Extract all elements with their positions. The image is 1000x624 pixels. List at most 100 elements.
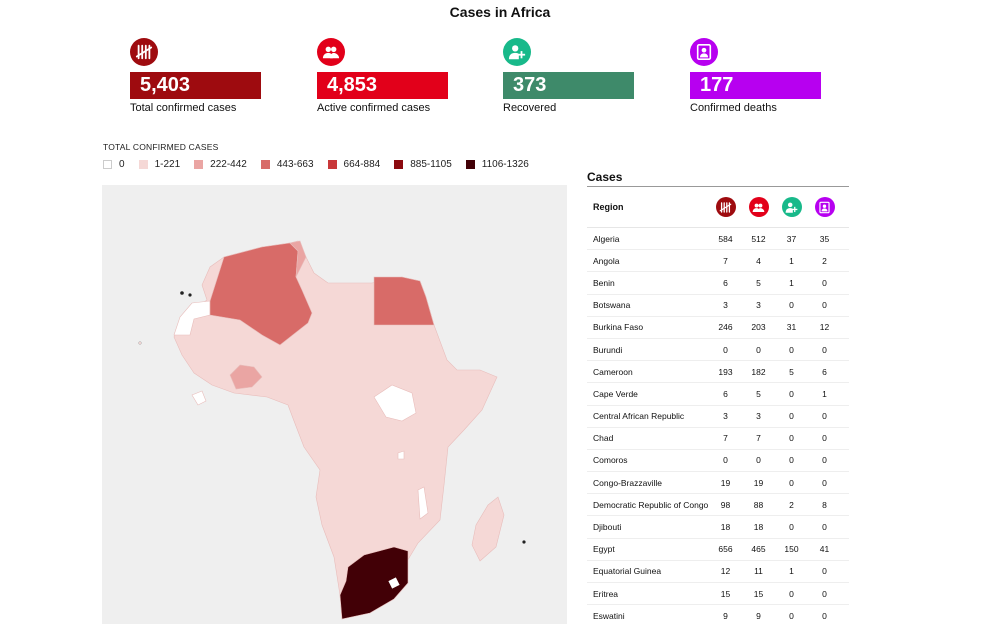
recovered-cell: 0 (789, 411, 794, 422)
table-row[interactable]: Congo-Brazzaville 19 19 0 0 (587, 472, 849, 495)
map-region-burkina-faso[interactable] (229, 364, 263, 390)
region-cell: Angola (593, 255, 620, 266)
deaths-cell: 8 (822, 499, 827, 510)
total-cell: 7 (723, 433, 728, 444)
table-row[interactable]: Egypt 656 465 150 41 (587, 539, 849, 561)
patients-icon[interactable] (748, 197, 769, 217)
table-row[interactable]: Chad 7 7 0 0 (587, 428, 849, 450)
active-cell: 19 (753, 477, 764, 488)
recovered-cell: 0 (789, 610, 794, 621)
recovered-cell: 0 (789, 522, 794, 533)
deaths-cell: 2 (822, 255, 827, 266)
deaths-cell: 0 (822, 344, 827, 355)
table-row[interactable]: Equatorial Guinea 12 11 1 0 (587, 561, 849, 583)
table-row[interactable]: Burundi 0 0 0 0 (587, 339, 849, 362)
recovered-icon[interactable] (781, 197, 802, 217)
stat-value: 373 (503, 72, 634, 99)
region-cell: Eritrea (593, 588, 619, 599)
legend-label: 222-442 (210, 159, 247, 170)
map-region-egypt[interactable] (373, 276, 435, 326)
legend-item: 1-221 (138, 159, 180, 170)
map-region-malawi[interactable] (417, 486, 429, 520)
region-cell: Eswatini (593, 610, 625, 621)
recovered-cell: 0 (789, 433, 794, 444)
legend-item: 1106-1326 (465, 159, 529, 170)
active-cell: 3 (756, 411, 761, 422)
stat-label: Active confirmed cases (317, 102, 431, 114)
map-region-madagascar[interactable] (471, 496, 505, 562)
recovered-cell: 0 (789, 388, 794, 399)
total-cell: 3 (723, 411, 728, 422)
total-cell: 6 (723, 277, 728, 288)
legend-label: 885-1105 (410, 159, 452, 170)
map-region-lesotho[interactable] (387, 576, 401, 590)
deaths-cell: 0 (822, 277, 827, 288)
map-region-south-africa[interactable] (339, 546, 409, 620)
region-cell: Botswana (593, 300, 631, 311)
region-cell: Egypt (593, 544, 615, 555)
deaths-icon[interactable] (814, 197, 835, 217)
map-region-canary-islands-2[interactable] (188, 293, 192, 297)
recovered-cell: 150 (784, 544, 799, 555)
legend-swatch (260, 160, 270, 169)
legend-swatch (194, 160, 204, 169)
map-region-cape-verde[interactable] (138, 341, 142, 345)
cases-table-body[interactable]: Algeria 584 512 37 35 Angola 7 4 1 2 Benin 6 5 1 0 Bots… (587, 228, 849, 624)
legend-item: 885-1105 (394, 159, 452, 170)
stat-value: 5,403 (130, 72, 261, 99)
map-region-comoros[interactable] (522, 540, 526, 544)
active-cell: 18 (753, 522, 764, 533)
region-cell: Benin (593, 277, 615, 288)
table-row[interactable]: Cape Verde 6 5 0 1 (587, 383, 849, 406)
patients-icon (317, 38, 345, 66)
map-region-continent[interactable] (173, 240, 498, 620)
recovered-cell: 1 (789, 255, 794, 266)
deaths-cell: 0 (822, 588, 827, 599)
table-row[interactable]: Comoros 0 0 0 0 (587, 450, 849, 473)
map-region-south-sudan[interactable] (373, 384, 417, 422)
active-cell: 512 (751, 233, 766, 244)
table-row[interactable]: Eritrea 15 15 0 0 (587, 583, 849, 606)
legend-label: 1106-1326 (481, 159, 529, 170)
table-row[interactable]: Djibouti 18 18 0 0 (587, 516, 849, 539)
table-row[interactable]: Democratic Republic of Congo 98 88 2 8 (587, 494, 849, 517)
recovered-cell: 0 (789, 477, 794, 488)
table-row[interactable]: Botswana 3 3 0 0 (587, 295, 849, 317)
recovered-cell: 0 (789, 588, 794, 599)
map-region-canary-islands[interactable] (180, 291, 184, 295)
region-column-header[interactable]: Region (593, 202, 624, 212)
cases-table-title: Cases (587, 170, 849, 187)
table-row[interactable]: Benin 6 5 1 0 (587, 272, 849, 295)
active-cell: 182 (751, 366, 766, 377)
map-region-burundi[interactable] (397, 450, 405, 460)
stat-label: Recovered (503, 102, 557, 114)
tally-icon[interactable] (715, 197, 736, 217)
table-row[interactable]: Eswatini 9 9 0 0 (587, 605, 849, 624)
table-row[interactable]: Burkina Faso 246 203 31 12 (587, 317, 849, 339)
table-row[interactable]: Cameroon 193 182 5 6 (587, 361, 849, 384)
legend-label: 664-884 (343, 159, 381, 170)
region-cell: Burundi (593, 344, 623, 355)
region-cell: Congo-Brazzaville (593, 477, 662, 488)
legend-item: 0 (103, 159, 125, 170)
region-cell: Cape Verde (593, 388, 638, 399)
map-region-guinea[interactable] (191, 390, 207, 406)
table-row[interactable]: Algeria 584 512 37 35 (587, 228, 849, 251)
map-region-tunisia[interactable] (289, 240, 307, 278)
active-cell: 15 (753, 588, 764, 599)
map-region-algeria[interactable] (209, 242, 313, 346)
total-cell: 18 (720, 522, 731, 533)
africa-map-svg[interactable] (102, 185, 567, 624)
total-cell: 656 (718, 544, 733, 555)
legend-item: 664-884 (327, 159, 381, 170)
recovered-cell: 2 (789, 499, 794, 510)
stat-total-confirmed: 5,403 Total confirmed cases (130, 38, 280, 114)
tally-icon (130, 38, 158, 66)
table-row[interactable]: Central African Republic 3 3 0 0 (587, 406, 849, 428)
table-row[interactable]: Angola 7 4 1 2 (587, 250, 849, 273)
deaths-cell: 12 (819, 322, 830, 333)
active-cell: 5 (756, 277, 761, 288)
map-region-western-sahara[interactable] (173, 300, 211, 336)
africa-map[interactable] (102, 185, 567, 624)
recovered-cell: 5 (789, 366, 794, 377)
